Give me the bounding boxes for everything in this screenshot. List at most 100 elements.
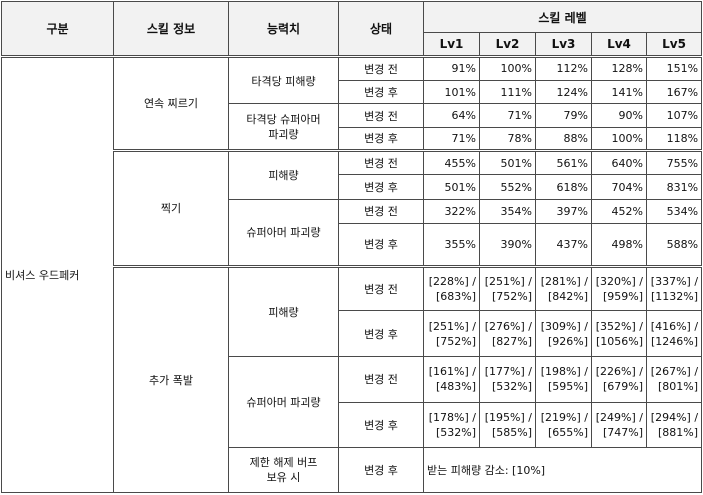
- value-cell: 101%: [423, 80, 480, 105]
- value-cell: [320%] / [959%]: [591, 264, 647, 312]
- value-cell: 618%: [535, 174, 592, 200]
- value-cell: [178%] / [532%]: [423, 401, 480, 449]
- value-cell: [337%] / [1132%]: [645, 264, 703, 312]
- value-cell: [267%] / [801%]: [645, 355, 703, 403]
- table-row: 슈퍼아머 파괴량 변경 전 [161%] / [483%] [177%] / [53…: [2, 355, 703, 449]
- value-cell: 498%: [591, 223, 647, 267]
- value-cell: 151%: [645, 55, 703, 82]
- value-cell: 107%: [645, 103, 703, 128]
- table-row: 추가 폭발 피해량 변경 전 [228%] / [683%] [251%] / [7…: [2, 264, 703, 494]
- value-cell: 452%: [591, 198, 647, 225]
- stat-name-line: 제한 해제 버프: [249, 456, 318, 470]
- header-stat: 능력치: [228, 1, 339, 58]
- stat-name: 제한 해제 버프 보유 시: [228, 447, 339, 493]
- stat-name: 슈퍼아머 파괴량: [228, 355, 339, 449]
- value-cell: 322%: [423, 198, 480, 225]
- value-cell: 704%: [591, 174, 647, 200]
- value-cell: 552%: [479, 174, 536, 200]
- skill-name: 찍기: [113, 149, 229, 267]
- value-cell: 71%: [479, 103, 536, 128]
- value-cell: 588%: [645, 223, 703, 267]
- value-cell: 141%: [591, 80, 647, 105]
- header-level: Lv5: [645, 32, 703, 58]
- value-cell: [251%] / [752%]: [423, 310, 480, 357]
- value-cell: 71%: [423, 126, 480, 152]
- state-cell: 변경 후: [338, 447, 424, 493]
- value-cell: [198%] / [595%]: [535, 355, 592, 403]
- value-cell: 355%: [423, 223, 480, 267]
- value-cell: [161%] / [483%]: [423, 355, 480, 403]
- table-row: 비셔스 우드페커 연속 찌르기 타격당 피해량 변경 전 91% 100% 11…: [1, 55, 703, 494]
- state-cell: 변경 전: [338, 103, 424, 128]
- value-cell: 79%: [535, 103, 592, 128]
- stat-name: 피해량: [228, 149, 339, 200]
- state-cell: 변경 후: [338, 401, 424, 449]
- stat-name-line: 보유 시: [266, 471, 301, 485]
- value-cell: 112%: [535, 55, 592, 82]
- state-cell: 변경 전: [338, 264, 424, 312]
- value-cell: 501%: [423, 174, 480, 200]
- state-cell: 변경 후: [338, 80, 424, 105]
- stat-name: 타격당 피해량: [228, 55, 339, 105]
- class-name-cell: 비셔스 우드페커: [1, 55, 114, 494]
- state-cell: 변경 전: [338, 355, 424, 403]
- state-cell: 변경 전: [338, 198, 424, 225]
- value-cell: 118%: [645, 126, 703, 152]
- table-row: 찍기 피해량 변경 전 455% 501% 561% 640% 755%: [2, 149, 703, 267]
- header-level: Lv3: [535, 32, 592, 58]
- state-cell: 변경 후: [338, 310, 424, 357]
- value-cell: 831%: [645, 174, 703, 200]
- value-cell: [195%] / [585%]: [479, 401, 536, 449]
- value-cell: 437%: [535, 223, 592, 267]
- value-cell: 561%: [535, 149, 592, 176]
- table-row: 변경 후 [251%] / [752%] [276%] / [827%] [309%…: [2, 310, 703, 357]
- value-cell: [249%] / [747%]: [591, 401, 647, 449]
- value-cell: 90%: [591, 103, 647, 128]
- value-cell: 640%: [591, 149, 647, 176]
- buff-effect-cell: 받는 피해량 감소: [10%]: [422, 447, 703, 493]
- state-cell: 변경 전: [338, 149, 424, 176]
- stat-name-line: 파괴량: [268, 127, 299, 141]
- value-cell: [177%] / [532%]: [479, 355, 536, 403]
- value-cell: 128%: [591, 55, 647, 82]
- value-cell: 91%: [423, 55, 480, 82]
- state-cell: 변경 후: [338, 126, 424, 152]
- table-row: 변경 후 101% 111% 124% 141% 167%: [2, 80, 703, 105]
- value-cell: 88%: [535, 126, 592, 152]
- table-row: 변경 후 71% 78% 88% 100% 118%: [2, 126, 703, 152]
- value-cell: [352%] / [1056%]: [591, 310, 647, 357]
- header-category: 구분: [1, 1, 114, 58]
- value-cell: 501%: [479, 149, 536, 176]
- skill-name: 연속 찌르기: [113, 55, 229, 152]
- stat-name: 피해량: [228, 264, 339, 357]
- state-cell: 변경 후: [338, 174, 424, 200]
- header-state: 상태: [338, 1, 424, 58]
- value-cell: [219%] / [655%]: [535, 401, 592, 449]
- value-cell: 390%: [479, 223, 536, 267]
- value-cell: [276%] / [827%]: [479, 310, 536, 357]
- value-cell: [251%] / [752%]: [479, 264, 536, 312]
- state-cell: 변경 후: [338, 223, 424, 267]
- header-level: Lv1: [423, 32, 480, 58]
- state-cell: 변경 전: [338, 55, 424, 82]
- header-level: Lv2: [479, 32, 536, 58]
- value-cell: 167%: [645, 80, 703, 105]
- value-cell: 455%: [423, 149, 480, 176]
- value-cell: 111%: [479, 80, 536, 105]
- value-cell: 755%: [645, 149, 703, 176]
- value-cell: [228%] / [683%]: [423, 264, 480, 312]
- table-row: 변경 후 [178%] / [532%] [195%] / [585%] [219%…: [2, 401, 703, 449]
- value-cell: [226%] / [679%]: [591, 355, 647, 403]
- table-row: 제한 해제 버프 보유 시 변경 후 받는 피해량 감소: [10%]: [2, 447, 703, 493]
- header-skill-level: 스킬 레벨: [422, 0, 703, 34]
- value-cell: 397%: [535, 198, 592, 225]
- value-cell: [294%] / [881%]: [645, 401, 703, 449]
- value-cell: 64%: [423, 103, 480, 128]
- value-cell: 124%: [535, 80, 592, 105]
- skill-name: 추가 폭발: [113, 264, 229, 494]
- stat-name: 슈퍼아머 파괴량: [228, 198, 339, 267]
- value-cell: 534%: [645, 198, 703, 225]
- table-row: 변경 후 501% 552% 618% 704% 831%: [2, 174, 703, 200]
- stat-name-line: 타격당 슈퍼아머: [246, 112, 321, 126]
